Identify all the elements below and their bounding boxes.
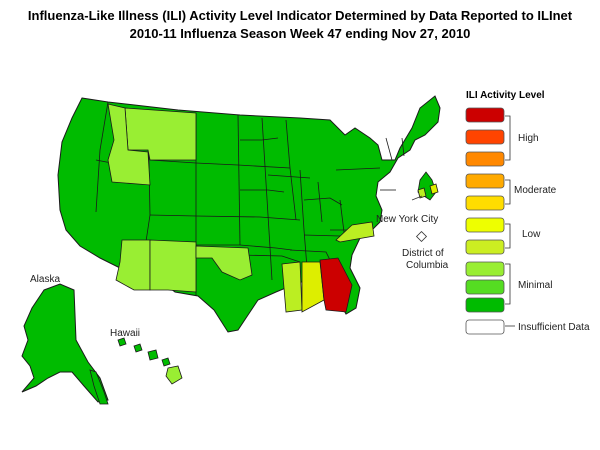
inset-nyc	[429, 183, 439, 195]
legend-brackets	[505, 115, 515, 327]
legend-title: ILI Activity Level	[466, 90, 545, 101]
legend-swatch-level-7	[465, 173, 505, 189]
legend-swatches	[465, 107, 505, 335]
label-hawaii: Hawaii	[110, 328, 140, 339]
state-oklahoma	[195, 245, 253, 281]
legend-swatch-level-5	[465, 217, 505, 233]
legend-swatch-level-4	[465, 239, 505, 255]
legend-group-high: High	[518, 133, 539, 144]
inset-connecticut	[417, 187, 427, 199]
state-mississippi	[281, 261, 303, 313]
state-idaho	[107, 103, 151, 186]
state-alaska	[21, 283, 109, 403]
legend-swatch-level-6	[465, 195, 505, 211]
legend: ILI Activity Level High Moderate Low Min…	[465, 90, 590, 335]
state-arizona	[115, 239, 151, 291]
legend-swatch-level-10	[465, 107, 505, 123]
nyc-pointer	[411, 195, 423, 201]
title-line-1: Influenza-Like Illness (ILI) Activity Le…	[27, 8, 573, 23]
legend-swatch-level-9	[465, 129, 505, 145]
legend-swatch-level-2	[465, 279, 505, 295]
legend-swatch-level-3	[465, 261, 505, 277]
legend-group-insufficient: Insufficient Data	[518, 322, 590, 333]
label-dc-1: District of	[402, 248, 444, 259]
legend-swatch-level-1	[465, 297, 505, 313]
title-line-2: 2010-11 Influenza Season Week 47 ending …	[129, 26, 471, 41]
state-virginia	[335, 221, 375, 243]
state-georgia	[319, 257, 353, 313]
legend-group-low: Low	[522, 229, 541, 240]
legend-swatch-level-8	[465, 151, 505, 167]
legend-swatch-level-0	[465, 319, 505, 335]
state-new-mexico	[149, 239, 197, 293]
alaska-panhandle	[89, 369, 109, 405]
legend-group-moderate: Moderate	[514, 185, 557, 196]
legend-group-minimal: Minimal	[518, 280, 552, 291]
colored-states	[107, 103, 375, 313]
label-alaska: Alaska	[30, 274, 60, 285]
state-hawaii	[117, 337, 183, 385]
label-nyc: New York City	[376, 214, 438, 225]
label-dc-2: Columbia	[406, 260, 449, 271]
dc-marker	[415, 230, 428, 243]
